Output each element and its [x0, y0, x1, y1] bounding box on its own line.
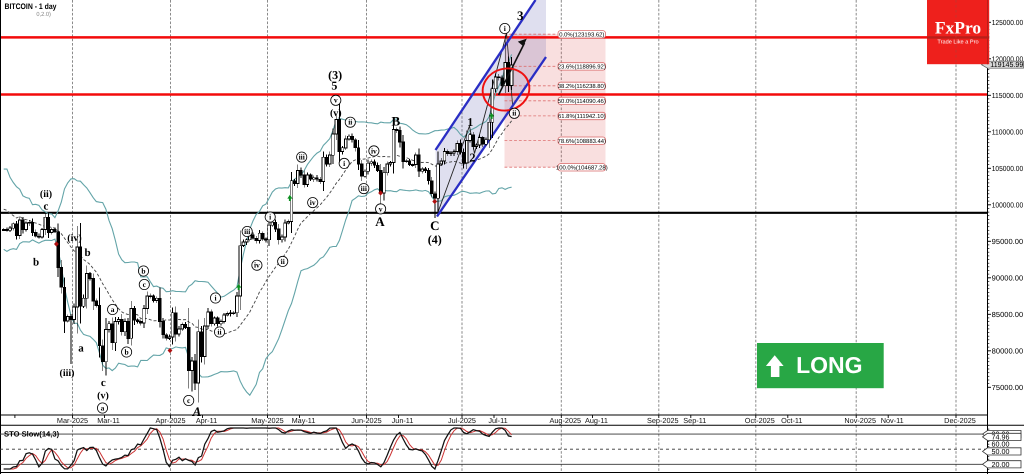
svg-text:Nov-11: Nov-11: [881, 416, 904, 425]
svg-text:Nov-2025: Nov-2025: [844, 416, 876, 425]
svg-text:(ii): (ii): [40, 189, 52, 200]
svg-text:61.8%(111942.10): 61.8%(111942.10): [558, 113, 606, 120]
svg-text:May-2025: May-2025: [251, 416, 283, 425]
svg-text:95000.00: 95000.00: [992, 237, 1024, 246]
svg-text:(v): (v): [97, 391, 109, 402]
svg-text:85000.00: 85000.00: [992, 310, 1024, 319]
svg-text:Aug-2025: Aug-2025: [549, 416, 581, 425]
svg-text:Aug-11: Aug-11: [585, 416, 608, 425]
svg-text:C: C: [430, 218, 439, 233]
svg-text:Jul-11: Jul-11: [488, 416, 507, 425]
svg-text:Jul-2025: Jul-2025: [448, 416, 476, 425]
svg-text:a: a: [78, 343, 84, 355]
svg-text:v: v: [379, 204, 383, 213]
svg-text:100.0%(104687.28): 100.0%(104687.28): [556, 164, 608, 171]
svg-text:b: b: [33, 257, 39, 269]
svg-text:Mar-2025: Mar-2025: [57, 416, 88, 425]
svg-text:Apr-2025: Apr-2025: [155, 416, 185, 425]
svg-text:c: c: [44, 201, 49, 213]
svg-text:75000.00: 75000.00: [992, 383, 1024, 392]
svg-text:0.0%(123193.62): 0.0%(123193.62): [559, 31, 604, 38]
svg-text:(v): (v): [330, 108, 342, 119]
svg-text:STO Slow(14,3): STO Slow(14,3): [4, 430, 60, 439]
svg-text:ii: ii: [217, 327, 221, 336]
svg-text:b: b: [84, 247, 90, 259]
svg-text:iv: iv: [371, 146, 377, 155]
svg-text:60.00: 60.00: [992, 440, 1010, 449]
svg-text:i: i: [504, 24, 506, 33]
svg-text:ii: ii: [281, 257, 285, 266]
svg-text:105000.00: 105000.00: [992, 164, 1024, 173]
svg-text:Jun-2025: Jun-2025: [351, 416, 381, 425]
svg-text:LONG: LONG: [796, 352, 862, 378]
svg-text:1: 1: [467, 115, 473, 129]
svg-text:Jun-11: Jun-11: [392, 416, 414, 425]
svg-text:Apr-11: Apr-11: [196, 416, 217, 425]
svg-text:iii: iii: [299, 153, 305, 162]
svg-text:iv: iv: [254, 261, 260, 270]
svg-text:FxPro: FxPro: [935, 18, 982, 38]
svg-text:a: a: [101, 403, 105, 412]
svg-text:B: B: [391, 114, 400, 129]
svg-text:A: A: [375, 214, 385, 229]
svg-text:119145.99: 119145.99: [990, 60, 1023, 69]
svg-text:50.00: 50.00: [992, 447, 1010, 456]
svg-text:(iii): (iii): [60, 368, 75, 379]
svg-text:20.00: 20.00: [992, 460, 1010, 469]
svg-text:Oct-11: Oct-11: [781, 416, 802, 425]
svg-text:iii: iii: [361, 184, 367, 193]
svg-text:iii: iii: [244, 227, 250, 236]
svg-text:80000.00: 80000.00: [992, 346, 1024, 355]
svg-text:Sep-11: Sep-11: [683, 416, 706, 425]
svg-text:(iv): (iv): [67, 233, 81, 244]
svg-text:Trade Like a Pro: Trade Like a Pro: [937, 38, 978, 45]
svg-text:ii: ii: [512, 109, 516, 118]
svg-text:Dec-2025: Dec-2025: [944, 416, 976, 425]
svg-text:v: v: [334, 96, 338, 105]
svg-text:iv: iv: [310, 198, 316, 207]
svg-text:i: i: [269, 212, 271, 221]
svg-text:38.2%(116238.80): 38.2%(116238.80): [558, 83, 606, 90]
svg-text:Oct-2025: Oct-2025: [745, 416, 775, 425]
svg-text:i: i: [343, 159, 345, 168]
svg-text:0,2.0): 0,2.0): [36, 11, 51, 18]
svg-text:5: 5: [331, 79, 337, 93]
svg-text:78.6%(108883.44): 78.6%(108883.44): [558, 138, 607, 145]
svg-text:74.96: 74.96: [992, 432, 1010, 441]
svg-text:23.6%(118896.92): 23.6%(118896.92): [558, 64, 606, 71]
svg-text:c: c: [101, 377, 106, 389]
svg-text:125000.00: 125000.00: [992, 18, 1024, 27]
svg-text:2: 2: [470, 151, 476, 165]
svg-text:c: c: [143, 280, 147, 289]
svg-text:Sep-2025: Sep-2025: [647, 416, 679, 425]
svg-text:100000.00: 100000.00: [992, 200, 1024, 209]
svg-text:110000.00: 110000.00: [992, 127, 1024, 136]
svg-text:c: c: [187, 396, 191, 405]
svg-text:b: b: [125, 347, 129, 356]
svg-text:i: i: [214, 293, 216, 302]
svg-text:A: A: [192, 404, 202, 419]
svg-text:120000.00: 120000.00: [992, 54, 1024, 63]
svg-text:Mar-11: Mar-11: [97, 416, 120, 425]
svg-text:115000.00: 115000.00: [992, 91, 1024, 100]
svg-text:a: a: [111, 305, 115, 314]
svg-text:b: b: [141, 266, 145, 275]
svg-text:(3): (3): [328, 68, 342, 82]
svg-text:(4): (4): [428, 233, 442, 247]
svg-text:90000.00: 90000.00: [992, 273, 1024, 282]
svg-text:May-11: May-11: [292, 416, 316, 425]
svg-text:BITCOIN - 1 day: BITCOIN - 1 day: [5, 2, 57, 11]
svg-text:ii: ii: [348, 118, 352, 127]
svg-text:50.0%(114090.46): 50.0%(114090.46): [558, 98, 606, 105]
svg-text:3: 3: [517, 8, 524, 23]
